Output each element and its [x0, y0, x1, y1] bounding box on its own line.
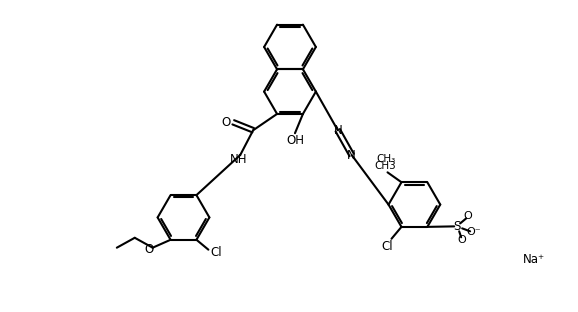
Text: O: O	[464, 212, 472, 222]
Text: O: O	[458, 235, 466, 245]
Text: N: N	[347, 149, 356, 162]
Text: CH₃: CH₃	[376, 154, 395, 164]
Text: NH: NH	[229, 154, 247, 167]
Text: O: O	[144, 243, 153, 256]
Text: CH3: CH3	[375, 161, 397, 171]
Text: N: N	[334, 124, 342, 137]
Text: Cl: Cl	[381, 240, 394, 253]
Text: O⁻: O⁻	[467, 227, 481, 237]
Text: Na⁺: Na⁺	[523, 253, 545, 266]
Text: O: O	[222, 116, 231, 129]
Text: S: S	[454, 220, 461, 233]
Text: OH: OH	[286, 134, 304, 147]
Text: Cl: Cl	[210, 246, 222, 259]
